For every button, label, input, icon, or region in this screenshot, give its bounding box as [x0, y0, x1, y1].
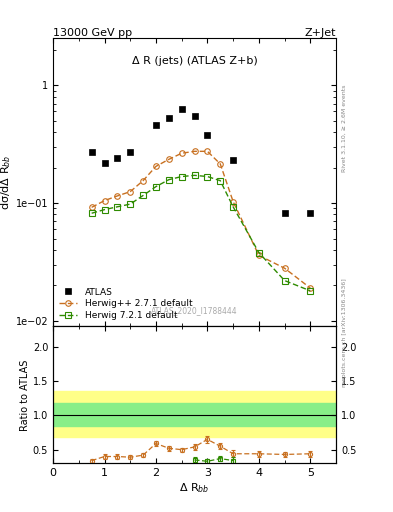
Herwig++ 2.7.1 default — [102, 198, 107, 204]
Herwig++ 2.7.1 default — [205, 148, 210, 155]
Herwig++ 2.7.1 default — [141, 178, 145, 184]
Line: Herwig 7.2.1 default: Herwig 7.2.1 default — [89, 173, 313, 293]
ATLAS — [308, 209, 313, 216]
Text: ATLAS_2020_I1788444: ATLAS_2020_I1788444 — [151, 306, 238, 315]
Herwig++ 2.7.1 default — [167, 156, 171, 162]
Line: Herwig++ 2.7.1 default: Herwig++ 2.7.1 default — [89, 148, 313, 291]
ATLAS — [128, 149, 132, 155]
Herwig++ 2.7.1 default — [128, 188, 132, 195]
Herwig 7.2.1 default — [308, 288, 313, 294]
Herwig 7.2.1 default — [192, 172, 197, 178]
Herwig 7.2.1 default — [218, 178, 222, 184]
Y-axis label: dσ/dΔ R$_{bb}$: dσ/dΔ R$_{bb}$ — [0, 155, 13, 210]
Herwig++ 2.7.1 default — [218, 161, 222, 167]
ATLAS — [179, 106, 184, 112]
Herwig 7.2.1 default — [205, 174, 210, 180]
Herwig 7.2.1 default — [115, 204, 120, 210]
ATLAS — [115, 155, 120, 161]
ATLAS — [192, 113, 197, 119]
Herwig 7.2.1 default — [257, 249, 261, 255]
Herwig 7.2.1 default — [231, 204, 235, 210]
ATLAS — [282, 209, 287, 216]
Herwig++ 2.7.1 default — [257, 252, 261, 259]
Text: Rivet 3.1.10, ≥ 2.6M events: Rivet 3.1.10, ≥ 2.6M events — [342, 84, 347, 172]
Herwig++ 2.7.1 default — [179, 150, 184, 156]
ATLAS — [205, 132, 210, 138]
Herwig 7.2.1 default — [102, 206, 107, 212]
X-axis label: Δ R$_{bb}$: Δ R$_{bb}$ — [179, 481, 210, 495]
Herwig 7.2.1 default — [89, 210, 94, 216]
Herwig++ 2.7.1 default — [89, 204, 94, 210]
Herwig 7.2.1 default — [128, 201, 132, 207]
Herwig++ 2.7.1 default — [154, 163, 158, 169]
Herwig 7.2.1 default — [179, 174, 184, 180]
Text: mcplots.cern.ch [arXiv:1306.3436]: mcplots.cern.ch [arXiv:1306.3436] — [342, 279, 347, 387]
Line: ATLAS: ATLAS — [88, 105, 314, 216]
Herwig 7.2.1 default — [141, 193, 145, 199]
Text: 13000 GeV pp: 13000 GeV pp — [53, 28, 132, 38]
ATLAS — [102, 160, 107, 166]
Y-axis label: Ratio to ATLAS: Ratio to ATLAS — [20, 359, 30, 431]
Legend: ATLAS, Herwig++ 2.7.1 default, Herwig 7.2.1 default: ATLAS, Herwig++ 2.7.1 default, Herwig 7.… — [57, 286, 194, 322]
Herwig++ 2.7.1 default — [282, 265, 287, 271]
Text: Δ R (jets) (ATLAS Z+b): Δ R (jets) (ATLAS Z+b) — [132, 56, 257, 66]
Herwig 7.2.1 default — [167, 177, 171, 183]
Herwig 7.2.1 default — [282, 278, 287, 284]
Text: Z+Jet: Z+Jet — [305, 28, 336, 38]
Herwig 7.2.1 default — [154, 183, 158, 189]
Herwig++ 2.7.1 default — [308, 285, 313, 291]
ATLAS — [89, 149, 94, 155]
ATLAS — [154, 122, 158, 128]
ATLAS — [167, 115, 171, 121]
Herwig++ 2.7.1 default — [192, 148, 197, 155]
ATLAS — [231, 157, 235, 163]
Herwig++ 2.7.1 default — [231, 199, 235, 205]
Herwig++ 2.7.1 default — [115, 193, 120, 199]
